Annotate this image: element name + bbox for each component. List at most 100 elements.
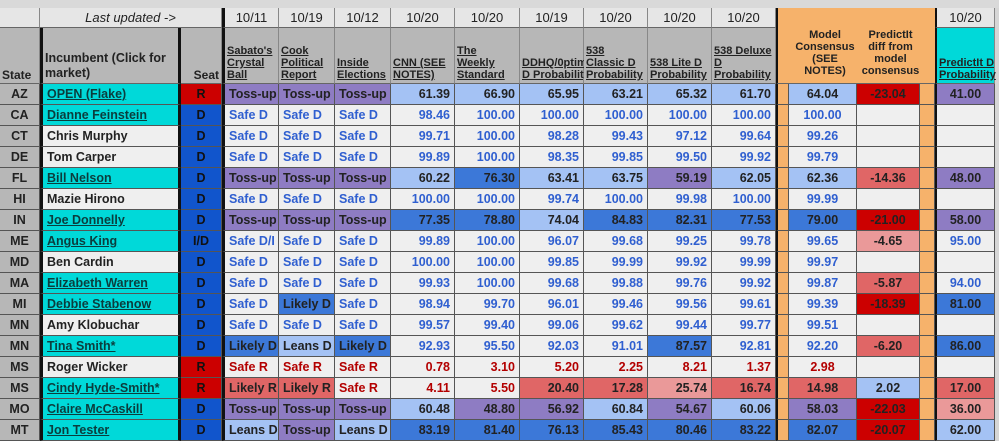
rating-cell: Safe D bbox=[222, 126, 279, 147]
source-link[interactable]: The Weekly Standard bbox=[457, 45, 505, 81]
seat-cell: D bbox=[181, 336, 222, 357]
probability-cell: 100.00 bbox=[455, 189, 520, 210]
consensus-band bbox=[920, 336, 935, 357]
predictit-diff-cell: -5.87 bbox=[857, 273, 920, 294]
probability-cell: 100.00 bbox=[520, 105, 584, 126]
consensus-band bbox=[776, 84, 789, 105]
rating-cell: Likely D bbox=[279, 294, 335, 315]
source-header[interactable]: CNN (SEE NOTES) bbox=[391, 28, 455, 84]
incumbent-cell[interactable]: Angus King bbox=[40, 231, 181, 252]
predictit-header[interactable]: PredictIt D Probability bbox=[935, 28, 996, 84]
source-link[interactable]: Sabato's Crystal Ball bbox=[227, 45, 273, 81]
source-header[interactable]: Inside Elections bbox=[335, 28, 391, 84]
seat-cell: D bbox=[181, 210, 222, 231]
probability-cell: 61.39 bbox=[391, 84, 455, 105]
state-cell: MN bbox=[0, 315, 40, 336]
state-cell: MT bbox=[0, 420, 40, 441]
predictit-diff-cell bbox=[857, 189, 920, 210]
probability-cell: 74.04 bbox=[520, 210, 584, 231]
senate-table-body: AZ OPEN (Flake) R Toss-up Toss-up Toss-up 61.3… bbox=[0, 84, 999, 441]
incumbent-cell[interactable]: Cindy Hyde-Smith* bbox=[40, 378, 181, 399]
incumbent-cell[interactable]: Bill Nelson bbox=[40, 168, 181, 189]
table-row: MN Tina Smith* D Likely D Leans D Likely D 92.… bbox=[0, 336, 999, 357]
probability-cell: 5.20 bbox=[520, 357, 584, 378]
consensus-band bbox=[776, 315, 789, 336]
probability-cell: 91.01 bbox=[584, 336, 648, 357]
filler bbox=[995, 8, 999, 84]
incumbent-cell[interactable]: Elizabeth Warren bbox=[40, 273, 181, 294]
source-header[interactable]: 538 Lite D Probability bbox=[648, 28, 712, 84]
consensus-band bbox=[920, 210, 935, 231]
source-header[interactable]: 538 Classic D Probability bbox=[584, 28, 648, 84]
rating-cell: Safe D bbox=[279, 231, 335, 252]
model-consensus-cell: 99.26 bbox=[789, 126, 857, 147]
consensus-band bbox=[776, 210, 789, 231]
table-row: MA Elizabeth Warren D Safe D Safe D Safe D 99.… bbox=[0, 273, 999, 294]
consensus-band bbox=[920, 147, 935, 168]
incumbent-cell[interactable]: Claire McCaskill bbox=[40, 399, 181, 420]
source-header[interactable]: 538 Deluxe D Probability bbox=[712, 28, 776, 84]
state-cell: MS bbox=[0, 378, 40, 399]
source-link[interactable]: DDHQ/0ptimus D Probability bbox=[522, 57, 600, 81]
rating-cell: Safe D bbox=[335, 147, 391, 168]
incumbent-cell[interactable]: OPEN (Flake) bbox=[40, 84, 181, 105]
rating-cell: Safe D bbox=[335, 105, 391, 126]
filler bbox=[995, 189, 999, 210]
probability-cell: 16.74 bbox=[712, 378, 776, 399]
rating-cell: Toss-up bbox=[279, 84, 335, 105]
incumbent-cell[interactable]: Dianne Feinstein bbox=[40, 105, 181, 126]
source-link[interactable]: 538 Lite D Probability bbox=[650, 57, 707, 81]
seat-cell: R bbox=[181, 378, 222, 399]
filler bbox=[995, 105, 999, 126]
table-row: FL Bill Nelson D Toss-up Toss-up Toss-up 60.22… bbox=[0, 168, 999, 189]
probability-cell: 99.50 bbox=[648, 147, 712, 168]
rating-cell: Toss-up bbox=[279, 399, 335, 420]
incumbent-cell: Amy Klobuchar bbox=[40, 315, 181, 336]
predictit-link[interactable]: PredictIt D Probability bbox=[939, 57, 996, 81]
predictit-cell bbox=[935, 126, 995, 147]
rating-cell: Safe R bbox=[335, 357, 391, 378]
table-row: AZ OPEN (Flake) R Toss-up Toss-up Toss-up 61.3… bbox=[0, 84, 999, 105]
consensus-band bbox=[920, 252, 935, 273]
probability-cell: 63.75 bbox=[584, 168, 648, 189]
seat-cell: D bbox=[181, 189, 222, 210]
predictit-date: 10/20 bbox=[935, 8, 995, 28]
source-link[interactable]: Inside Elections bbox=[337, 57, 386, 81]
probability-cell: 99.40 bbox=[455, 315, 520, 336]
model-consensus-cell: 99.39 bbox=[789, 294, 857, 315]
source-link[interactable]: 538 Classic D Probability bbox=[586, 45, 643, 81]
source-link[interactable]: 538 Deluxe D Probability bbox=[714, 45, 772, 81]
seat-cell: D bbox=[181, 126, 222, 147]
rating-cell: Safe D bbox=[335, 231, 391, 252]
predictit-diff-cell: -22.03 bbox=[857, 399, 920, 420]
source-header[interactable]: Sabato's Crystal Ball bbox=[222, 28, 279, 84]
state-cell: MS bbox=[0, 357, 40, 378]
source-header[interactable]: The Weekly Standard bbox=[455, 28, 520, 84]
table-row: HI Mazie Hirono D Safe D Safe D Safe D 100.00 1… bbox=[0, 189, 999, 210]
filler bbox=[995, 357, 999, 378]
incumbent-cell[interactable]: Jon Tester bbox=[40, 420, 181, 441]
probability-cell: 65.95 bbox=[520, 84, 584, 105]
probability-cell: 78.80 bbox=[455, 210, 520, 231]
probability-cell: 99.92 bbox=[712, 273, 776, 294]
source-header[interactable]: DDHQ/0ptimus D Probability bbox=[520, 28, 600, 84]
model-consensus-cell: 62.36 bbox=[789, 168, 857, 189]
rating-cell: Safe D bbox=[222, 315, 279, 336]
predictit-cell bbox=[935, 252, 995, 273]
rating-cell: Safe D bbox=[335, 126, 391, 147]
incumbent-cell[interactable]: Debbie Stabenow bbox=[40, 294, 181, 315]
predictit-diff-cell bbox=[857, 357, 920, 378]
source-link[interactable]: CNN (SEE NOTES) bbox=[393, 57, 446, 81]
incumbent-cell[interactable]: Tina Smith* bbox=[40, 336, 181, 357]
probability-cell: 100.00 bbox=[712, 189, 776, 210]
source-link[interactable]: Cook Political Report bbox=[281, 45, 324, 81]
rating-cell: Safe D bbox=[222, 252, 279, 273]
incumbent-cell[interactable]: Joe Donnelly bbox=[40, 210, 181, 231]
update-date: 10/20 bbox=[712, 8, 776, 28]
consensus-band bbox=[776, 420, 789, 441]
filler bbox=[995, 210, 999, 231]
state-cell: FL bbox=[0, 168, 40, 189]
source-header[interactable]: Cook Political Report bbox=[279, 28, 335, 84]
table-row: MT Jon Tester D Leans D Toss-up Leans D 83.19 8… bbox=[0, 420, 999, 441]
seat-cell: D bbox=[181, 168, 222, 189]
